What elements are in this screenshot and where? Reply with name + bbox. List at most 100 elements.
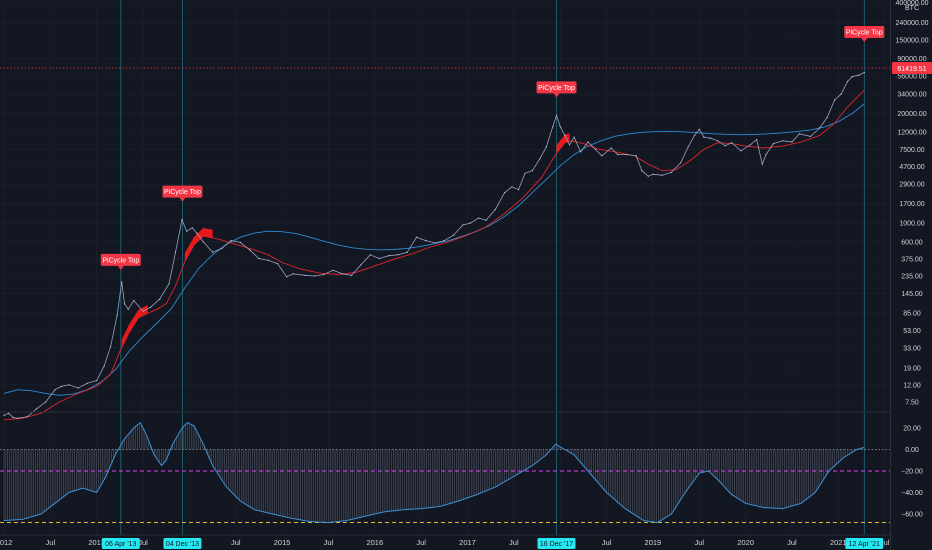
price-point — [313, 275, 316, 277]
picycle-tag: PiCycle Top — [162, 185, 203, 202]
price-point — [661, 174, 663, 176]
price-point — [587, 141, 589, 143]
price-point — [230, 240, 232, 242]
price-point — [406, 251, 408, 253]
picycle-tag-label: PiCycle Top — [538, 85, 575, 92]
price-tick-label: 7.50 — [905, 400, 919, 407]
time-tick-label: 2020 — [737, 538, 754, 547]
price-point — [863, 71, 865, 74]
price-tick-label: 85.00 — [903, 311, 921, 318]
price-point — [116, 314, 118, 316]
signal-date-badge — [845, 538, 884, 549]
price-point — [434, 242, 436, 244]
oscillator-line — [3, 421, 865, 524]
price-grid — [0, 3, 890, 534]
price-point — [3, 414, 5, 416]
price-point — [196, 232, 198, 234]
price-point — [388, 255, 390, 257]
price-tick-label: 1700.00 — [899, 201, 924, 208]
price-point — [267, 259, 269, 261]
price-point — [443, 240, 445, 242]
price-point — [772, 143, 775, 145]
oscillator-tick-label: 20.00 — [903, 426, 921, 433]
price-point — [8, 412, 10, 414]
price-point — [258, 257, 260, 260]
picycle-tag-pointer — [179, 197, 186, 202]
price-point — [96, 379, 98, 382]
time-tick-label: Jul — [602, 538, 612, 547]
price-point — [425, 240, 427, 242]
price-point — [221, 247, 223, 249]
price-tick-label: 34000.00 — [897, 92, 926, 99]
time-tick-label: Jul — [509, 538, 519, 547]
price-point — [86, 382, 88, 384]
time-tick-label: Jul — [46, 538, 56, 547]
price-point — [610, 147, 612, 149]
price-point — [709, 137, 712, 139]
price-point — [494, 208, 496, 211]
price-point — [168, 283, 170, 285]
signal-date-label: 06 Apr '13 — [105, 541, 136, 548]
price-point — [186, 230, 188, 232]
signal-date-badge — [163, 538, 202, 549]
price-tick-label: 20000.00 — [897, 111, 926, 118]
price-point — [555, 114, 558, 116]
price-point — [617, 154, 619, 156]
price-point — [286, 276, 288, 278]
series-line-slow-ma — [3, 103, 865, 396]
price-point — [635, 155, 637, 157]
time-tick-label: 2017 — [459, 538, 476, 547]
oscillator-tick-label: −40.00 — [901, 490, 923, 497]
price-tick-label: 12000.00 — [897, 130, 926, 137]
price-point — [511, 186, 513, 188]
price-tick-label: 240000.00 — [895, 20, 928, 27]
price-point — [756, 139, 758, 141]
price-point — [568, 144, 571, 146]
picycle-tag-bg — [100, 253, 141, 266]
time-tick-label: Jul — [880, 538, 890, 547]
price-point — [559, 126, 561, 128]
price-point — [360, 264, 362, 266]
price-axis[interactable]: 400000.00 240000.00 150000.00 90000.00 56000… — [895, 0, 928, 407]
price-point — [103, 365, 105, 367]
price-point — [478, 217, 480, 219]
price-point — [761, 163, 763, 165]
signal-date-label: 04 Dec '13 — [166, 541, 199, 548]
price-tick-label: 12.00 — [903, 382, 921, 389]
signal-date-label: 12 Apr '21 — [849, 541, 880, 548]
time-tick-label: 2019 — [645, 538, 662, 547]
price-point — [834, 99, 836, 101]
price-tick-label: 400000.00 — [895, 0, 928, 7]
signal-date-badge — [537, 538, 576, 549]
price-point — [703, 136, 705, 138]
price-point — [77, 387, 79, 389]
oscillator-pane — [0, 421, 890, 524]
price-point — [60, 385, 63, 387]
price-point — [680, 162, 682, 164]
price-point — [276, 263, 279, 265]
current-price-badge-bg — [892, 62, 932, 74]
price-tick-label: 4700.00 — [899, 164, 924, 171]
picycle-tag-label: PiCycle Top — [164, 189, 201, 196]
price-point — [378, 257, 380, 260]
price-tick-label: 7500.00 — [899, 147, 924, 154]
time-tick-label: 2015 — [274, 538, 291, 547]
price-point — [819, 127, 821, 129]
price-point — [552, 126, 554, 128]
price-point — [670, 171, 673, 173]
main-price-pane: PiCycle Top PiCycle Top PiCycle Top PiCycle… — [0, 0, 890, 535]
time-tick-label: Jul — [694, 538, 704, 547]
price-point — [724, 145, 726, 147]
price-point — [573, 136, 575, 138]
price-point — [35, 408, 38, 410]
crossover-fill — [121, 305, 148, 348]
price-point — [212, 251, 214, 253]
price-point — [149, 306, 152, 308]
price-point — [469, 222, 471, 224]
price-point — [191, 227, 193, 229]
oscillator-tick-label: −20.00 — [901, 469, 923, 476]
signal-date-badges: 06 Apr '13 04 Dec '13 16 Dec '17 12 Apr '21 — [101, 538, 884, 549]
picycle-tag-bg — [162, 185, 203, 198]
oscillator-axis[interactable]: 20.00 0.00 −20.00 −40.00 −60.00 — [901, 426, 923, 519]
price-tick-label: 90000.00 — [897, 56, 926, 63]
